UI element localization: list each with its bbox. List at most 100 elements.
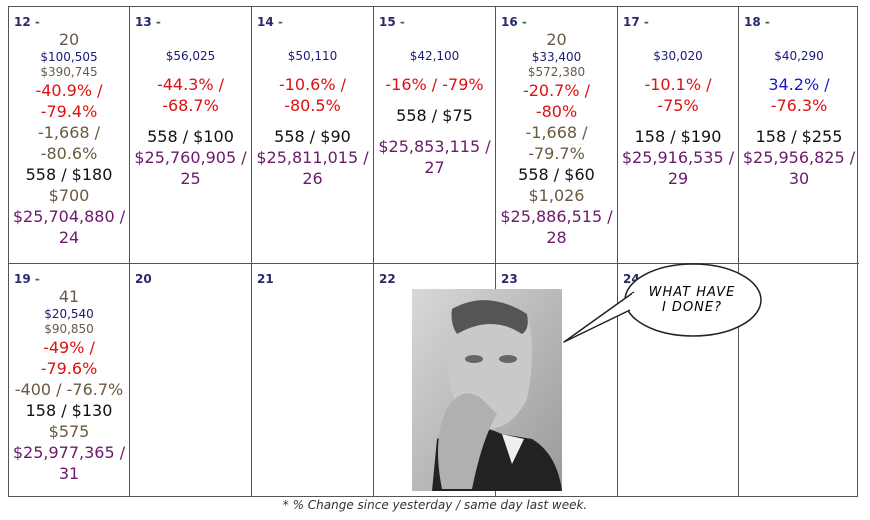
stat-line: $25,853,115 / bbox=[378, 137, 491, 156]
day-number-text: 19 bbox=[14, 272, 31, 286]
stat-line: -76.3% bbox=[770, 96, 828, 115]
bubble-line-2: I DONE? bbox=[661, 300, 723, 315]
day-marker: - bbox=[639, 15, 649, 29]
stat-line: 20 bbox=[546, 30, 567, 49]
stat-line: -79.7% bbox=[528, 144, 585, 163]
stat-line: -79.4% bbox=[40, 102, 98, 121]
day-stats: 20 $100,505 $390,745 -40.9% / -79.4% -1,668 /… bbox=[9, 29, 129, 248]
calendar-day-cell: 18 - $40,290 34.2% / -76.3% 158 / $255 $25,95… bbox=[739, 7, 859, 264]
stat-line: 158 / $130 bbox=[25, 401, 113, 420]
day-number: 22 bbox=[379, 272, 396, 286]
stat-line: -79.6% bbox=[40, 359, 98, 378]
day-number-text: 18 bbox=[744, 15, 761, 29]
day-stats: $30,020 -10.1% / -75% 158 / $190 $25,916,535… bbox=[618, 49, 738, 189]
day-number-text: 22 bbox=[379, 272, 396, 286]
stat-line: $575 bbox=[48, 422, 90, 441]
calendar-day-cell: 13 - $56,025 -44.3% / -68.7% 558 / $100 $25,7… bbox=[130, 7, 252, 264]
day-number-text: 16 bbox=[501, 15, 518, 29]
day-number: 12 - bbox=[14, 15, 40, 29]
day-stats: 41 $20,540 $90,850 -49% / -79.6% -400 / -76.7… bbox=[9, 286, 129, 484]
stat-line: 558 / $60 bbox=[518, 165, 595, 184]
stat-line: -1,668 / bbox=[37, 123, 101, 142]
stat-line: $25,811,015 / bbox=[256, 148, 369, 167]
stat-line: $90,850 bbox=[44, 322, 94, 336]
stat-line: $50,110 bbox=[287, 49, 338, 63]
stat-line: -49% / bbox=[43, 338, 95, 357]
day-marker: - bbox=[30, 272, 40, 286]
calendar-day-cell: 16 - 20 $33,400 $572,380 -20.7% / -80% -1,668 … bbox=[496, 7, 618, 264]
day-marker: - bbox=[151, 15, 161, 29]
day-number: 19 - bbox=[14, 272, 40, 286]
stat-line: 41 bbox=[58, 287, 80, 306]
day-number-text: 14 bbox=[257, 15, 274, 29]
day-number: 15 - bbox=[379, 15, 405, 29]
day-marker: - bbox=[395, 15, 405, 29]
stat-line: $25,886,515 / bbox=[500, 207, 613, 226]
stat-line: $56,025 bbox=[165, 49, 216, 63]
stat-line: 558 / $90 bbox=[274, 127, 351, 146]
stat-line: 26 bbox=[302, 169, 323, 188]
stat-line: 558 / $180 bbox=[25, 165, 113, 184]
stat-line: 558 / $75 bbox=[396, 106, 473, 125]
stat-line: $33,400 bbox=[531, 50, 582, 64]
calendar-day-cell: 15 - $42,100 -16% / -79% 558 / $75 $25,853,1… bbox=[374, 7, 496, 264]
calendar-day-cell: 12 - 20 $100,505 $390,745 -40.9% / -79.4% -1,6… bbox=[9, 7, 130, 264]
day-marker: - bbox=[273, 15, 283, 29]
day-marker: - bbox=[30, 15, 40, 29]
stat-line: 158 / $255 bbox=[755, 127, 843, 146]
stat-line: $100,505 bbox=[40, 50, 98, 64]
stat-line: -20.7% / bbox=[522, 81, 591, 100]
stat-line: $20,540 bbox=[44, 307, 94, 321]
day-number: 18 - bbox=[744, 15, 770, 29]
footnote: * % Change since yesterday / same day la… bbox=[282, 498, 588, 512]
stat-line: -10.6% / bbox=[278, 75, 347, 94]
stat-line: 27 bbox=[424, 158, 445, 177]
stat-line: $1,026 bbox=[528, 186, 585, 205]
stat-line: 20 bbox=[58, 30, 80, 49]
calendar-grid: 12 -20 $100,505 $390,745 -40.9% / -79.4% -1,6… bbox=[8, 6, 859, 497]
stat-line: -80% bbox=[535, 102, 578, 121]
stat-line: $390,745 bbox=[40, 65, 98, 79]
day-number-text: 12 bbox=[14, 15, 31, 29]
stat-line: $572,380 bbox=[527, 65, 586, 79]
day-stats: $42,100 -16% / -79% 558 / $75 $25,853,115 /… bbox=[374, 49, 495, 178]
calendar-day-cell: 17 - $30,020 -10.1% / -75% 158 / $190 $25,916… bbox=[618, 7, 739, 264]
stat-line: -80.6% bbox=[40, 144, 98, 163]
portrait-photo bbox=[412, 289, 562, 491]
stat-line: 34.2% / bbox=[768, 75, 830, 94]
calendar-day-cell: 14 - $50,110 -10.6% / -80.5% 558 / $90 $25,81… bbox=[252, 7, 374, 264]
stat-line: 29 bbox=[667, 169, 689, 188]
stat-line: 30 bbox=[788, 169, 810, 188]
stat-line: -16% / -79% bbox=[385, 75, 484, 94]
stat-line: 158 / $190 bbox=[634, 127, 722, 146]
day-stats: 20 $33,400 $572,380 -20.7% / -80% -1,668 / -79… bbox=[496, 29, 617, 248]
day-number: 20 bbox=[135, 272, 152, 286]
calendar-day-cell: 20 bbox=[130, 264, 252, 497]
calendar-day-cell: 23 bbox=[496, 264, 618, 497]
day-stats: $40,290 34.2% / -76.3% 158 / $255 $25,956,82… bbox=[739, 49, 859, 189]
day-number: 23 bbox=[501, 272, 518, 286]
stat-line: $25,916,535 / bbox=[621, 148, 735, 167]
stat-line: $30,020 bbox=[653, 49, 703, 63]
stat-line: $25,704,880 / bbox=[12, 207, 126, 226]
speech-bubble-shape bbox=[563, 263, 762, 343]
stat-line: $25,956,825 / bbox=[742, 148, 856, 167]
stat-line: 24 bbox=[58, 228, 80, 247]
portrait-image bbox=[412, 289, 562, 491]
stat-line: -40.9% / bbox=[35, 81, 103, 100]
day-stats: $56,025 -44.3% / -68.7% 558 / $100 $25,760,9… bbox=[130, 49, 251, 189]
day-number-text: 13 bbox=[135, 15, 152, 29]
stat-line: -1,668 / bbox=[525, 123, 588, 142]
day-number-text: 17 bbox=[623, 15, 640, 29]
stat-line: -75% bbox=[657, 96, 699, 115]
day-number-text: 15 bbox=[379, 15, 396, 29]
stat-line: 558 / $100 bbox=[147, 127, 234, 146]
bubble-line-1: WHAT HAVE bbox=[648, 285, 736, 300]
day-stats: $50,110 -10.6% / -80.5% 558 / $90 $25,811,01… bbox=[252, 49, 373, 189]
stat-line: 25 bbox=[180, 169, 201, 188]
day-number: 14 - bbox=[257, 15, 283, 29]
stat-line: $25,977,365 / bbox=[12, 443, 126, 462]
day-number-text: 21 bbox=[257, 272, 274, 286]
day-number: 17 - bbox=[623, 15, 649, 29]
stat-line: 31 bbox=[58, 464, 80, 483]
